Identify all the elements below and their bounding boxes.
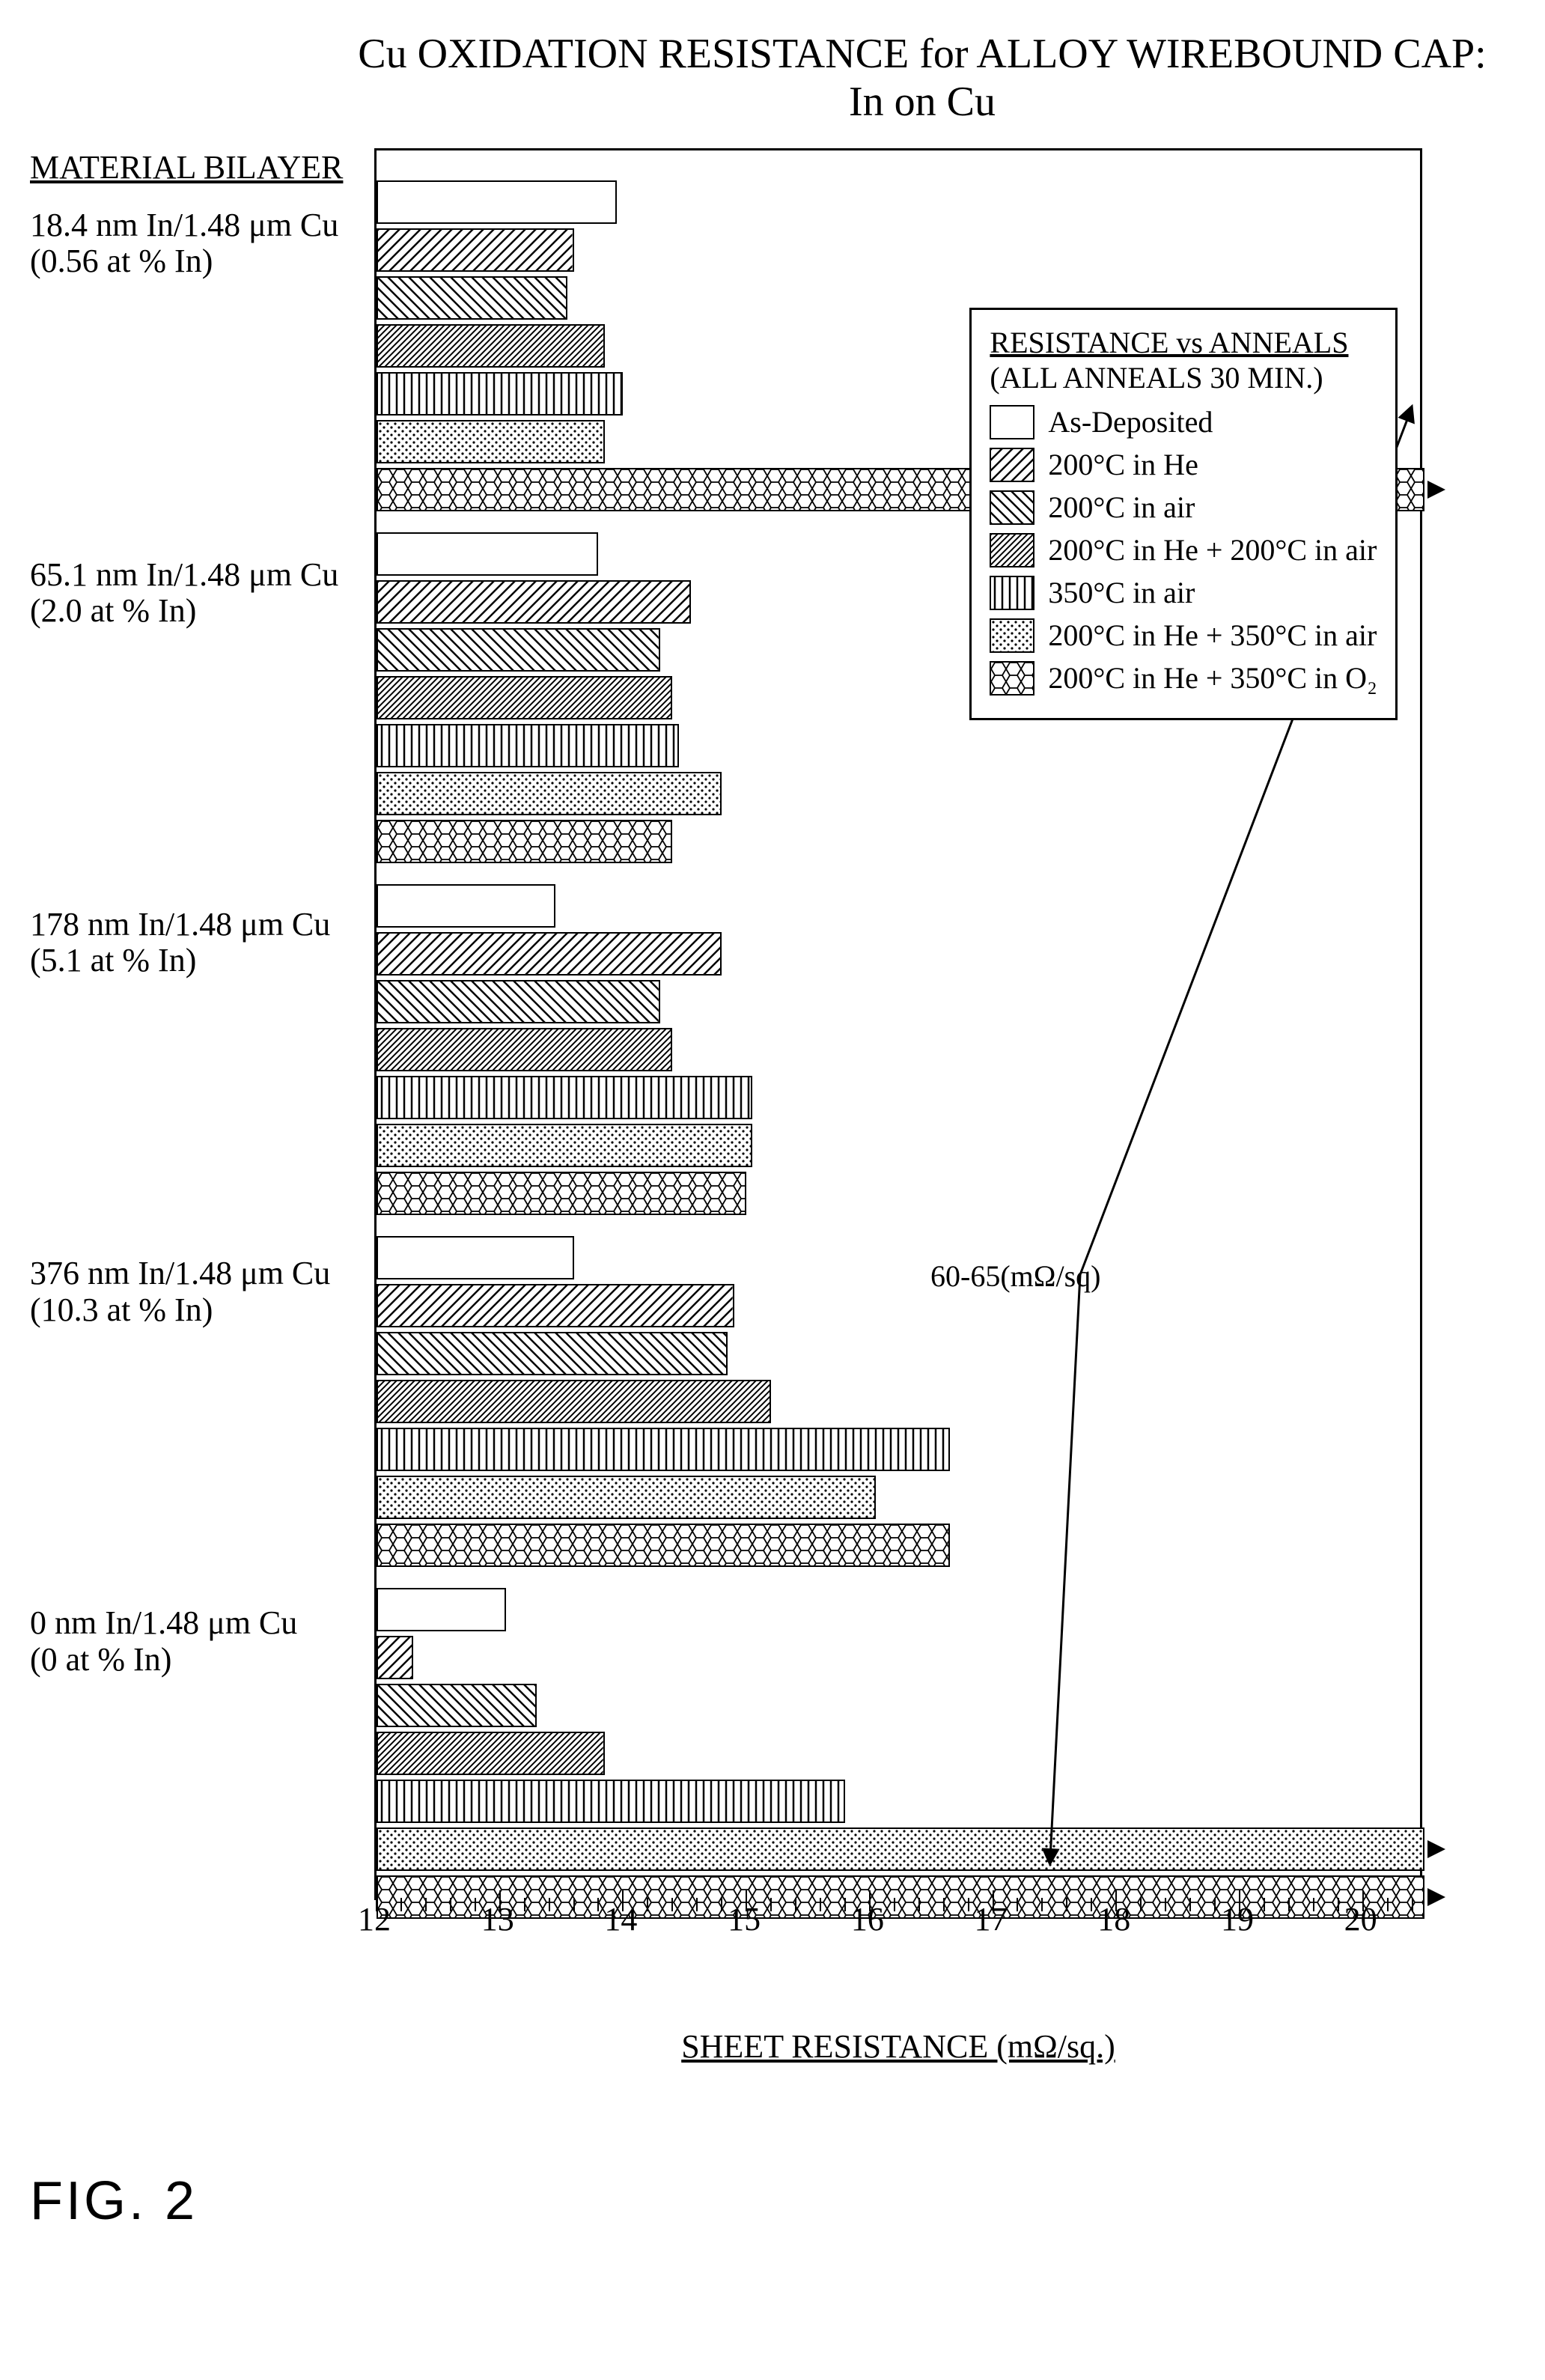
- group-label-line1: 0 nm In/1.48 μm Cu: [30, 1605, 367, 1641]
- legend-label: 200°C in He + 200°C in air: [1048, 532, 1377, 567]
- chart-title: Cu OXIDATION RESISTANCE for ALLOY WIREBO…: [329, 30, 1515, 126]
- legend-swatch: [990, 576, 1034, 610]
- bar: [377, 1684, 537, 1727]
- bar: [377, 324, 605, 368]
- bar: [377, 980, 660, 1023]
- bar: [377, 820, 672, 863]
- legend-label: 200°C in He + 350°C in O₂: [1048, 660, 1377, 696]
- bar: [377, 276, 567, 320]
- offscale-arrow-icon: [1427, 1840, 1445, 1858]
- bar: [377, 884, 555, 928]
- bar: [377, 1124, 752, 1167]
- group-label-line2: (0.56 at % In): [30, 243, 367, 279]
- bar: [377, 420, 605, 463]
- y-axis-labels: MATERIAL BILAYER 18.4 nm In/1.48 μm Cu(0…: [30, 148, 374, 1678]
- bar: [377, 1827, 1424, 1871]
- figure-label: FIG. 2: [30, 2170, 1515, 2232]
- bar: [377, 676, 672, 719]
- bar: [377, 724, 679, 767]
- bar: [377, 1028, 672, 1071]
- legend-item: 200°C in He + 350°C in air: [990, 618, 1377, 653]
- legend-title-2: (ALL ANNEALS 30 MIN.): [990, 360, 1377, 395]
- bar: [377, 1588, 506, 1631]
- x-tick-label: 13: [481, 1900, 514, 1938]
- bar: [377, 1172, 746, 1215]
- x-axis-title: SHEET RESISTANCE (mΩ/sq.): [374, 2027, 1422, 2066]
- legend-label: As-Deposited: [1048, 404, 1213, 439]
- legend-item: 200°C in He + 200°C in air: [990, 532, 1377, 567]
- bar: [377, 1076, 752, 1119]
- bar: [377, 1524, 950, 1567]
- bar: [377, 372, 623, 416]
- legend-title-1: RESISTANCE vs ANNEALS: [990, 325, 1377, 360]
- group-label-line1: 178 nm In/1.48 μm Cu: [30, 907, 367, 943]
- bar: [377, 772, 722, 815]
- legend-label: 350°C in air: [1048, 575, 1195, 610]
- group-label-line2: (10.3 at % In): [30, 1292, 367, 1328]
- legend-swatch: [990, 533, 1034, 567]
- bar: [377, 932, 722, 976]
- legend-item: 350°C in air: [990, 575, 1377, 610]
- bar: [377, 1236, 574, 1279]
- group-label: 376 nm In/1.48 μm Cu(10.3 at % In): [30, 1256, 367, 1328]
- group-label: 0 nm In/1.48 μm Cu(0 at % In): [30, 1605, 367, 1678]
- bar: [377, 532, 598, 576]
- x-tick-label: 16: [851, 1900, 884, 1938]
- group-label-line2: (2.0 at % In): [30, 593, 367, 629]
- plot-area: RESISTANCE vs ANNEALS (ALL ANNEALS 30 MI…: [374, 148, 1422, 1900]
- x-tick-label: 17: [975, 1900, 1008, 1938]
- offscale-annotation: 60-65(mΩ/sq): [930, 1259, 1100, 1294]
- legend-swatch: [990, 618, 1034, 653]
- group-label-line1: 376 nm In/1.48 μm Cu: [30, 1256, 367, 1291]
- legend-swatch: [990, 448, 1034, 482]
- x-tick-label: 12: [358, 1900, 391, 1938]
- bar: [377, 228, 574, 272]
- group-label-line1: 18.4 nm In/1.48 μm Cu: [30, 207, 367, 243]
- x-tick-label: 19: [1221, 1900, 1254, 1938]
- legend: RESISTANCE vs ANNEALS (ALL ANNEALS 30 MI…: [969, 308, 1398, 720]
- bar: [377, 1636, 413, 1679]
- offscale-arrow-icon: [1427, 1888, 1445, 1906]
- bar: [377, 1476, 876, 1519]
- annotation-arrowhead-icon: [1040, 1848, 1059, 1866]
- bar: [377, 1380, 771, 1423]
- bar: [377, 628, 660, 672]
- legend-item: 200°C in air: [990, 490, 1377, 525]
- group-label: 18.4 nm In/1.48 μm Cu(0.56 at % In): [30, 207, 367, 280]
- bar: [377, 580, 691, 624]
- offscale-annotation-text: 60-65(mΩ/sq): [930, 1259, 1100, 1293]
- legend-item: 200°C in He + 350°C in O₂: [990, 660, 1377, 696]
- group-label-line2: (5.1 at % In): [30, 943, 367, 979]
- annotation-arrowhead-icon: [1398, 401, 1421, 424]
- chart-title-line2: In on Cu: [329, 78, 1515, 126]
- group-label: 178 nm In/1.48 μm Cu(5.1 at % In): [30, 907, 367, 979]
- legend-label: 200°C in He + 350°C in air: [1048, 618, 1377, 653]
- bar: [377, 1332, 728, 1375]
- legend-item: As-Deposited: [990, 404, 1377, 439]
- legend-item: 200°C in He: [990, 447, 1377, 482]
- group-label-line2: (0 at % In): [30, 1642, 367, 1678]
- group-label-line1: 65.1 nm In/1.48 μm Cu: [30, 557, 367, 593]
- x-tick-label: 18: [1097, 1900, 1130, 1938]
- group-label: 65.1 nm In/1.48 μm Cu(2.0 at % In): [30, 557, 367, 630]
- legend-swatch: [990, 661, 1034, 696]
- legend-label: 200°C in He: [1048, 447, 1198, 482]
- legend-swatch: [990, 405, 1034, 439]
- bar: [377, 1428, 950, 1471]
- bar: [377, 180, 617, 224]
- chart-title-line1: Cu OXIDATION RESISTANCE for ALLOY WIREBO…: [329, 30, 1515, 78]
- x-axis-labels: 121314151617181920: [374, 1900, 1422, 1960]
- y-axis-header: MATERIAL BILAYER: [30, 148, 367, 186]
- x-tick-label: 20: [1344, 1900, 1377, 1938]
- bar: [377, 1284, 734, 1327]
- bar: [377, 1780, 845, 1823]
- annotation-arrow: [1049, 1274, 1082, 1858]
- x-tick-label: 14: [604, 1900, 637, 1938]
- legend-swatch: [990, 490, 1034, 525]
- bar: [377, 1732, 605, 1775]
- offscale-arrow-icon: [1427, 481, 1445, 499]
- x-tick-label: 15: [728, 1900, 761, 1938]
- legend-label: 200°C in air: [1048, 490, 1195, 525]
